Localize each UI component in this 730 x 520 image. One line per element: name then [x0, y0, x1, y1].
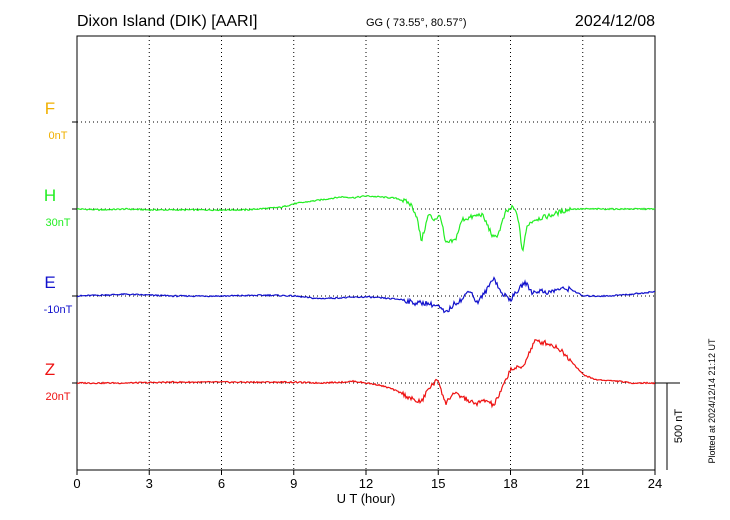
x-tick-label: 15: [431, 476, 445, 491]
series-name-h: H: [44, 186, 56, 205]
series-offset-h: 30nT: [45, 217, 70, 229]
series-group: [76, 194, 656, 409]
scale-bar-label: 500 nT: [673, 409, 685, 444]
series-name-e: E: [44, 273, 55, 292]
x-tick-label: 12: [359, 476, 373, 491]
x-tick-label: 0: [73, 476, 80, 491]
series-offset-f: 0nT: [49, 130, 68, 142]
series-name-f: F: [45, 99, 55, 118]
series-labels: F 0nT H 30nT E -10nT Z 20nT: [44, 99, 73, 403]
x-tick-label: 9: [290, 476, 297, 491]
x-tick-label: 3: [146, 476, 153, 491]
x-tick-label: 24: [648, 476, 662, 491]
x-tick-label: 6: [218, 476, 225, 491]
series-line-z: [76, 339, 656, 409]
series-offset-e: -10nT: [44, 304, 73, 316]
grid-lines: [77, 36, 655, 470]
x-axis-label: U T (hour): [337, 491, 396, 506]
x-axis-ticks: 0 3 6 9 12 15 18 21 24: [72, 121, 662, 491]
series-name-z: Z: [45, 360, 55, 379]
series-offset-z: 20nT: [45, 391, 70, 403]
chart-date: 2024/12/08: [575, 13, 655, 30]
scale-bar: 500 nT: [655, 382, 685, 470]
chart-subtitle: GG ( 73.55°, 80.57°): [366, 17, 467, 29]
plotted-timestamp: Plotted at 2024/12/14 21:12 UT: [707, 338, 717, 464]
x-tick-label: 21: [576, 476, 590, 491]
chart-title: Dixon Island (DIK) [AARI]: [77, 13, 258, 30]
x-tick-label: 18: [503, 476, 517, 491]
series-line-h: [76, 194, 656, 252]
series-line-e: [76, 276, 655, 314]
